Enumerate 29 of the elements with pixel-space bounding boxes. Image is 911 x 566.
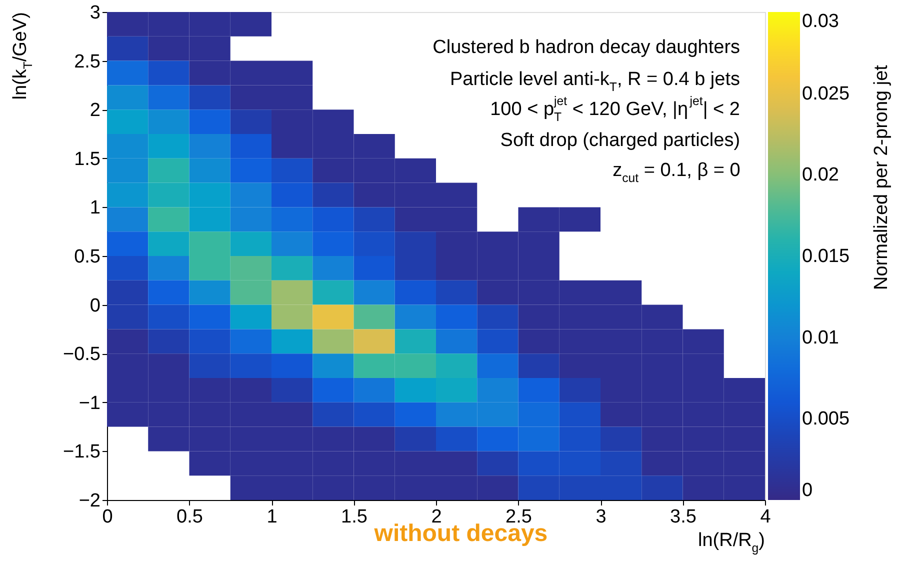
- x-tick-label: 1: [266, 506, 278, 528]
- y-tick-label: −0.5: [62, 344, 100, 366]
- x-tick-label: 3: [596, 506, 606, 528]
- x-tick-label: 1.5: [341, 506, 368, 528]
- x-tick-label: 4: [760, 506, 772, 528]
- color-bar-label: 0.01: [802, 327, 839, 348]
- color-bar-label: 0.03: [802, 11, 839, 32]
- x-tick-label: 2: [431, 506, 442, 528]
- color-bar-label: 0.02: [802, 164, 839, 186]
- color-bar-label: 0.005: [802, 408, 850, 430]
- y-tick-label: −2: [78, 490, 100, 512]
- y-tick-label: 0: [90, 295, 100, 316]
- y-tick-label: 2: [90, 100, 100, 122]
- y-axis-title: ln(kT/GeV): [10, 12, 35, 100]
- y-tick-label: −1.5: [62, 442, 100, 463]
- annotation: Soft drop (charged particles): [500, 130, 740, 151]
- color-bar-label: 0.025: [802, 83, 850, 104]
- x-tick-label: 3.5: [670, 506, 696, 528]
- color-bar-title: Normalized per 2-prong jet: [871, 64, 892, 290]
- y-tick-label: 3: [90, 2, 100, 24]
- y-tick-label: 0.5: [74, 246, 100, 268]
- y-tick-label: 2.5: [74, 51, 100, 72]
- annotation: Clustered b hadron decay daughters: [432, 37, 740, 58]
- y-tick-label: −1: [78, 392, 100, 414]
- y-tick-label: 1: [90, 198, 100, 219]
- color-bar-label: 0: [802, 480, 813, 501]
- y-tick-label: 1.5: [74, 148, 100, 170]
- color-bar-label: 0.015: [802, 246, 850, 267]
- x-tick-label: 0.5: [176, 506, 203, 528]
